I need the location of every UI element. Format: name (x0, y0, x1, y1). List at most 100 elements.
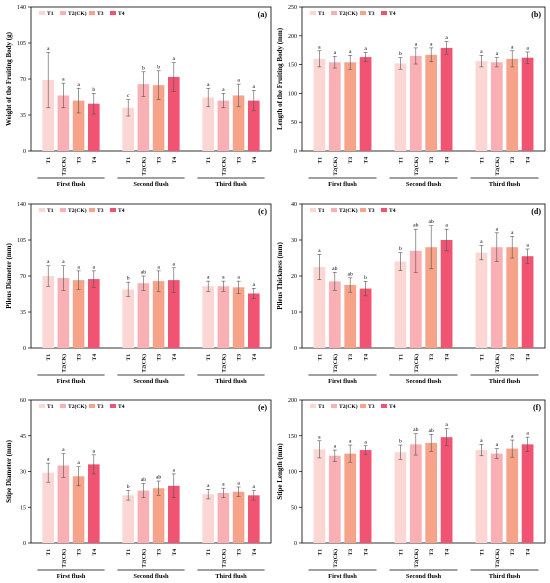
x-tick-label: T1 (46, 354, 52, 361)
bar (217, 492, 230, 543)
bar (202, 97, 214, 151)
y-tick-label: 200 (288, 398, 297, 404)
legend-swatch (89, 404, 95, 408)
x-tick-label: T2(CK) (332, 157, 339, 176)
panel-c: 0 35 70 105 140 Pileus Diameter (mm) (c) T1 T2(C… (5, 202, 272, 385)
x-tick-label: T1 (398, 157, 404, 164)
y-tick-label: 0 (294, 346, 297, 352)
significance-letter: b (157, 64, 160, 70)
panel-label: (f) (533, 403, 541, 412)
x-tick-label: T3 (510, 157, 516, 164)
x-tick-label: T1 (317, 549, 323, 556)
x-tick-label: T2(CK) (494, 157, 501, 176)
group-label: Third flush (215, 181, 247, 188)
group-label: First flush (57, 378, 86, 385)
bar (168, 485, 180, 543)
legend-swatch (360, 404, 366, 408)
group-label: First flush (57, 573, 86, 580)
legend-swatch (60, 208, 66, 212)
x-tick-label: T3 (348, 549, 354, 556)
bar (72, 280, 85, 348)
significance-letter: b (364, 275, 367, 281)
x-tick-label: T3 (77, 354, 83, 361)
x-tick-label: T3 (348, 157, 354, 164)
x-tick-label: T2(CK) (413, 354, 420, 373)
significance-letter: a (364, 439, 367, 445)
legend-label: T3 (368, 208, 375, 214)
significance-letter: a (237, 275, 240, 281)
significance-letter: a (207, 275, 210, 281)
significance-letter: b (399, 246, 402, 252)
x-tick-label: T4 (364, 354, 370, 361)
group-label: Second flush (133, 573, 169, 580)
group-label: Second flush (406, 378, 442, 385)
bar (440, 437, 453, 543)
x-tick-label: T1 (479, 157, 485, 164)
bar (232, 491, 245, 543)
significance-letter: a (93, 264, 96, 270)
bar (57, 465, 70, 543)
y-tick-label: 45 (20, 434, 26, 440)
y-axis-label: Stipe Diameter (mm) (5, 439, 13, 503)
x-tick-label: T3 (77, 549, 83, 556)
x-tick-label: T2(CK) (60, 549, 67, 568)
legend-label: T2(CK) (68, 10, 87, 17)
bar (506, 448, 519, 543)
bar (328, 281, 341, 348)
bar (152, 488, 165, 543)
x-tick-label: T3 (429, 157, 435, 164)
x-tick-label: T4 (92, 354, 98, 361)
x-tick-label: T2(CK) (494, 354, 501, 373)
x-tick-label: T3 (348, 354, 354, 361)
bar (359, 57, 372, 151)
x-tick-label: T1 (206, 549, 212, 556)
x-tick-label: T4 (172, 549, 178, 556)
x-tick-label: T4 (445, 157, 451, 164)
legend-label: T4 (389, 11, 396, 17)
bar (168, 76, 180, 151)
bar (313, 58, 326, 152)
significance-letter: a (496, 51, 499, 57)
x-tick-label: T4 (172, 157, 178, 164)
significance-letter: ab (413, 223, 418, 229)
significance-letter: a (415, 41, 418, 47)
legend-swatch (331, 404, 337, 408)
x-tick-label: T2(CK) (220, 549, 227, 568)
significance-letter: a (157, 264, 160, 270)
significance-letter: a (173, 56, 176, 62)
bar (137, 84, 150, 151)
significance-letter: a (253, 84, 256, 90)
x-tick-label: T3 (157, 157, 163, 164)
legend-label: T1 (47, 404, 54, 410)
x-tick-label: T3 (510, 354, 516, 361)
significance-letter: a (349, 49, 352, 55)
legend-swatch (110, 208, 116, 212)
bar (57, 95, 70, 151)
y-tick-label: 0 (23, 149, 26, 155)
x-tick-label: T2(CK) (140, 354, 147, 373)
plot-frame (301, 6, 546, 152)
legend-swatch (381, 11, 387, 15)
bar (490, 453, 503, 543)
y-tick-label: 20 (291, 274, 297, 280)
significance-letter: a (77, 264, 80, 270)
bar (440, 240, 453, 348)
significance-letter: a (93, 448, 96, 454)
panel-label: (b) (531, 10, 541, 19)
legend-swatch (381, 208, 387, 212)
significance-letter: a (173, 261, 176, 267)
significance-letter: b (127, 276, 130, 282)
y-tick-label: 250 (288, 5, 297, 11)
significance-letter: a (47, 259, 50, 265)
x-tick-label: T2(CK) (60, 354, 67, 373)
x-tick-label: T4 (526, 157, 532, 164)
x-tick-label: T2(CK) (60, 157, 67, 176)
x-tick-label: T1 (317, 354, 323, 361)
bar (137, 490, 150, 543)
significance-letter: a (62, 259, 65, 265)
y-tick-label: 105 (17, 41, 26, 47)
legend-label: T1 (318, 404, 325, 410)
significance-letter: a (511, 44, 514, 50)
y-tick-label: 30 (20, 470, 26, 476)
